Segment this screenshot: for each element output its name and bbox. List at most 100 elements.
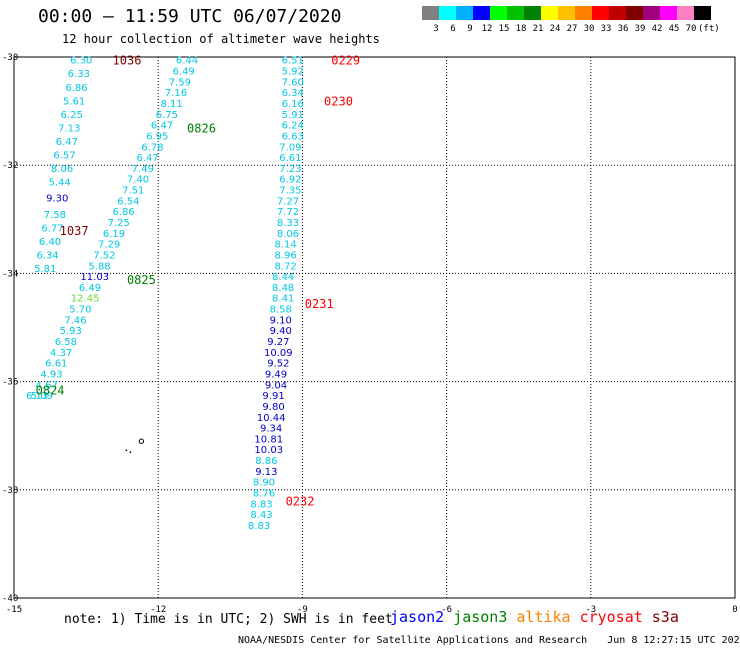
wave-height-value: 6.40 — [39, 237, 61, 248]
wave-height-value: 6.95 — [146, 131, 168, 142]
wave-height-value: 4.67 — [36, 380, 58, 391]
wave-height-value: 5.88 — [88, 261, 110, 272]
wave-height-value: 6.77 — [41, 223, 63, 234]
wave-height-value: 7.13 — [58, 123, 80, 134]
wave-height-value: 6.78 — [141, 142, 163, 153]
y-tick-label: -38 — [2, 486, 18, 496]
grid-lines — [14, 57, 735, 598]
colorbar-swatch — [473, 6, 490, 20]
wave-height-value: 9.52 — [267, 359, 289, 370]
wave-height-value: 10.03 — [254, 445, 283, 456]
wave-height-value: 5.61 — [63, 96, 85, 107]
wave-height-value: 6.54 — [117, 196, 139, 207]
wave-height-value: 7.59 — [169, 77, 191, 88]
pass-time-label: 0230 — [324, 94, 353, 108]
wave-height-value: 7.40 — [127, 175, 149, 186]
wave-height-value: 9.40 — [270, 326, 292, 337]
wave-height-value: 8.48 — [272, 283, 294, 294]
island-dot — [125, 449, 128, 452]
colorbar-swatch — [507, 6, 524, 20]
wave-height-value: 9.80 — [262, 402, 284, 413]
colorbar-swatch — [609, 6, 626, 20]
chart-title: 00:00 – 11:59 UTC 06/07/2020 — [38, 6, 342, 27]
wave-height-value: 6.61 — [279, 153, 301, 164]
colorbar-swatch — [643, 6, 660, 20]
wave-height-value: 6.44 — [176, 56, 198, 67]
wave-height-value: 4.37 — [50, 348, 72, 359]
wave-height-value: 7.29 — [98, 240, 120, 251]
wave-height-value: 9.30 — [46, 194, 68, 205]
pass-time-label: 0825 — [127, 273, 156, 287]
wave-height-value: 7.52 — [93, 250, 115, 261]
wave-height-value: 5.09 — [31, 391, 53, 402]
plot-frame — [13, 56, 736, 599]
chart-subtitle: 12 hour collection of altimeter wave hei… — [62, 32, 380, 46]
wave-height-value: 8.83 — [248, 521, 270, 532]
wave-height-value: 8.76 — [253, 489, 275, 500]
wave-height-value: 8.83 — [250, 499, 272, 510]
wave-height-value: 12.45 — [71, 294, 100, 305]
satellite-altika: altika — [516, 608, 571, 626]
wave-height-value: 6.57 — [53, 150, 75, 161]
wave-height-value: 5.44 — [49, 177, 71, 188]
credit-timestamp: Jun 8 12:27:15 UTC 2020 — [607, 635, 740, 646]
wave-height-value: 5.93 — [60, 326, 82, 337]
wave-height-value: 8.33 — [277, 218, 299, 229]
colorbar-swatch — [422, 6, 439, 20]
wave-height-value: 6.16 — [282, 99, 304, 110]
x-tick-label: -6 — [441, 605, 452, 615]
wave-height-value: 7.09 — [279, 142, 301, 153]
colorbar-swatch — [541, 6, 558, 20]
wave-height-value: 8.96 — [274, 250, 296, 261]
wave-height-value: 9.49 — [265, 369, 287, 380]
pass-time-label: 1037 — [60, 224, 89, 238]
colorbar-label: 21 — [532, 24, 544, 34]
colorbar-label: 18 — [515, 24, 527, 34]
pass-time-label: 0824 — [36, 384, 65, 398]
y-tick-label: -40 — [2, 594, 18, 604]
wave-height-value: 6.51 — [282, 56, 304, 67]
wave-height-value: 5.91 — [282, 110, 304, 121]
wave-height-value: 8.86 — [255, 456, 277, 467]
wave-height-value: 6.86 — [65, 83, 87, 94]
colorbar-label: 12 — [481, 24, 493, 34]
wave-height-value: 8.44 — [272, 272, 294, 283]
island-dot — [129, 451, 132, 454]
wave-height-value: 9.10 — [270, 315, 292, 326]
wave-height-value: 8.58 — [270, 305, 292, 316]
wave-height-value: 10.44 — [257, 413, 286, 424]
wave-height-value: 9.27 — [267, 337, 289, 348]
wave-height-value: 8.06 — [277, 229, 299, 240]
colorbar-swatch — [456, 6, 473, 20]
satellite-legend: jason2 jason3 altika cryosat s3a — [390, 608, 688, 626]
colorbar-swatch — [524, 6, 541, 20]
wave-height-value: 9.13 — [255, 467, 277, 478]
altimeter-tracks: 6.30 6.33 6.86 5.61 6.25 7.13 6.47 6.57 8.06 5.44… — [26, 56, 304, 532]
wave-height-value: 7.58 — [44, 210, 66, 221]
colorbar-swatch — [490, 6, 507, 20]
axes: -15 -12 -9 -6 -3 0-30-32-34-36-38-40 — [2, 53, 738, 615]
wave-height-value: 8.90 — [253, 478, 275, 489]
pass-time-label: 0231 — [305, 297, 334, 311]
wave-height-value: 6.63 — [282, 131, 304, 142]
footer-credit: NOAA/NESDIS Center for Satellite Applica… — [238, 635, 740, 646]
wave-height-value: 5.70 — [69, 305, 91, 316]
colorbar-label: 9 — [467, 24, 473, 34]
wave-height-value: 5.92 — [282, 67, 304, 78]
wave-height-value: 9.04 — [265, 380, 287, 391]
wave-height-value: 8.14 — [274, 240, 296, 251]
wave-height-value: 9.91 — [262, 391, 284, 402]
colorbar-swatch — [660, 6, 677, 20]
colorbar-label: (ft) — [698, 24, 720, 34]
pass-time-label: 0826 — [187, 121, 216, 135]
wave-height-value: 8.06 — [51, 164, 73, 175]
credit-text: NOAA/NESDIS Center for Satellite Applica… — [238, 635, 588, 646]
wave-height-value: 10.81 — [254, 434, 283, 445]
wave-height-value: 6.47 — [136, 153, 158, 164]
wave-height-value: 6.47 — [151, 121, 173, 132]
colorbar-swatch — [626, 6, 643, 20]
satellite-s3a: s3a — [651, 608, 679, 626]
y-tick-label: -36 — [2, 378, 18, 388]
wave-height-value: 7.60 — [282, 77, 304, 88]
